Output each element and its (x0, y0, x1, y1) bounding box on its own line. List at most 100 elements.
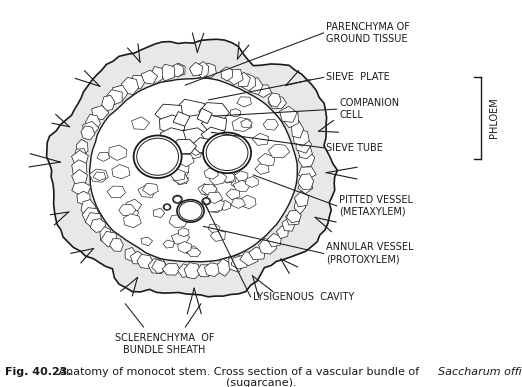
Polygon shape (263, 120, 278, 130)
Polygon shape (240, 74, 256, 91)
Polygon shape (268, 144, 290, 158)
Polygon shape (268, 97, 287, 109)
Polygon shape (130, 75, 145, 89)
Polygon shape (189, 145, 203, 156)
Polygon shape (181, 128, 209, 145)
Polygon shape (205, 263, 221, 276)
Polygon shape (72, 150, 88, 166)
Text: ANNULAR VESSEL
(PROTOXYLEM): ANNULAR VESSEL (PROTOXYLEM) (326, 243, 414, 264)
Polygon shape (267, 233, 281, 247)
Text: SIEVE TUBE: SIEVE TUBE (326, 143, 383, 153)
Polygon shape (119, 204, 136, 216)
Polygon shape (97, 152, 110, 161)
Polygon shape (138, 185, 156, 197)
Polygon shape (72, 160, 87, 177)
Polygon shape (226, 189, 240, 200)
Text: LYSIGENOUS  CAVITY: LYSIGENOUS CAVITY (253, 292, 354, 302)
Polygon shape (155, 104, 183, 124)
Polygon shape (293, 129, 309, 146)
Polygon shape (173, 173, 188, 184)
Polygon shape (160, 128, 186, 145)
Polygon shape (156, 137, 176, 152)
Polygon shape (100, 227, 112, 243)
Polygon shape (72, 182, 91, 195)
Polygon shape (150, 67, 162, 84)
Polygon shape (219, 200, 231, 211)
Polygon shape (174, 174, 186, 183)
Polygon shape (201, 184, 217, 194)
Polygon shape (231, 177, 248, 190)
Polygon shape (255, 164, 269, 175)
Polygon shape (208, 202, 222, 212)
Polygon shape (86, 115, 100, 130)
Polygon shape (234, 171, 248, 181)
Polygon shape (240, 252, 258, 266)
Polygon shape (172, 139, 196, 154)
Text: Anatomy of monocot stem. Cross section of a vascular bundle of: Anatomy of monocot stem. Cross section o… (55, 367, 422, 377)
Polygon shape (189, 62, 203, 76)
Polygon shape (171, 232, 189, 244)
Polygon shape (298, 151, 315, 167)
Polygon shape (83, 122, 99, 135)
Polygon shape (197, 108, 212, 123)
Polygon shape (81, 126, 95, 140)
Polygon shape (178, 228, 189, 237)
Polygon shape (173, 99, 205, 122)
Ellipse shape (163, 204, 171, 210)
Polygon shape (232, 118, 252, 132)
Polygon shape (181, 115, 212, 135)
Text: COMPANION
CELL: COMPANION CELL (339, 98, 399, 120)
Polygon shape (169, 214, 188, 228)
Polygon shape (143, 183, 158, 195)
Polygon shape (92, 106, 109, 120)
Polygon shape (141, 70, 158, 84)
Polygon shape (77, 191, 90, 205)
Polygon shape (173, 63, 185, 77)
Polygon shape (85, 213, 103, 229)
Polygon shape (191, 138, 213, 153)
Polygon shape (178, 155, 194, 167)
Polygon shape (258, 239, 277, 254)
Polygon shape (218, 259, 230, 276)
Polygon shape (141, 237, 152, 246)
Polygon shape (249, 247, 265, 260)
Polygon shape (298, 180, 313, 194)
Polygon shape (112, 85, 128, 101)
Polygon shape (137, 254, 153, 269)
Polygon shape (205, 198, 224, 212)
Polygon shape (90, 78, 298, 262)
Polygon shape (230, 109, 241, 117)
Polygon shape (250, 77, 263, 94)
Polygon shape (132, 117, 150, 130)
Polygon shape (298, 145, 312, 159)
Polygon shape (204, 168, 219, 179)
Ellipse shape (177, 200, 204, 222)
Ellipse shape (174, 196, 181, 202)
Text: PARENCHYMA OF
GROUND TISSUE: PARENCHYMA OF GROUND TISSUE (326, 22, 410, 44)
Polygon shape (240, 195, 256, 209)
Polygon shape (246, 176, 258, 187)
Polygon shape (282, 111, 299, 128)
Polygon shape (294, 198, 306, 214)
Polygon shape (268, 93, 281, 107)
Polygon shape (296, 137, 312, 153)
Polygon shape (126, 199, 141, 211)
Polygon shape (209, 172, 227, 185)
Polygon shape (291, 120, 304, 138)
Polygon shape (170, 64, 184, 77)
Polygon shape (237, 72, 251, 86)
Polygon shape (72, 170, 88, 185)
Polygon shape (298, 174, 314, 190)
Polygon shape (101, 231, 117, 247)
Polygon shape (159, 64, 175, 81)
Polygon shape (112, 164, 130, 179)
Polygon shape (124, 214, 141, 228)
Ellipse shape (202, 198, 210, 205)
Polygon shape (286, 211, 300, 225)
Polygon shape (201, 127, 224, 143)
Polygon shape (90, 219, 106, 233)
Polygon shape (201, 115, 227, 133)
Polygon shape (160, 115, 185, 135)
Polygon shape (199, 103, 230, 122)
Ellipse shape (134, 135, 182, 178)
